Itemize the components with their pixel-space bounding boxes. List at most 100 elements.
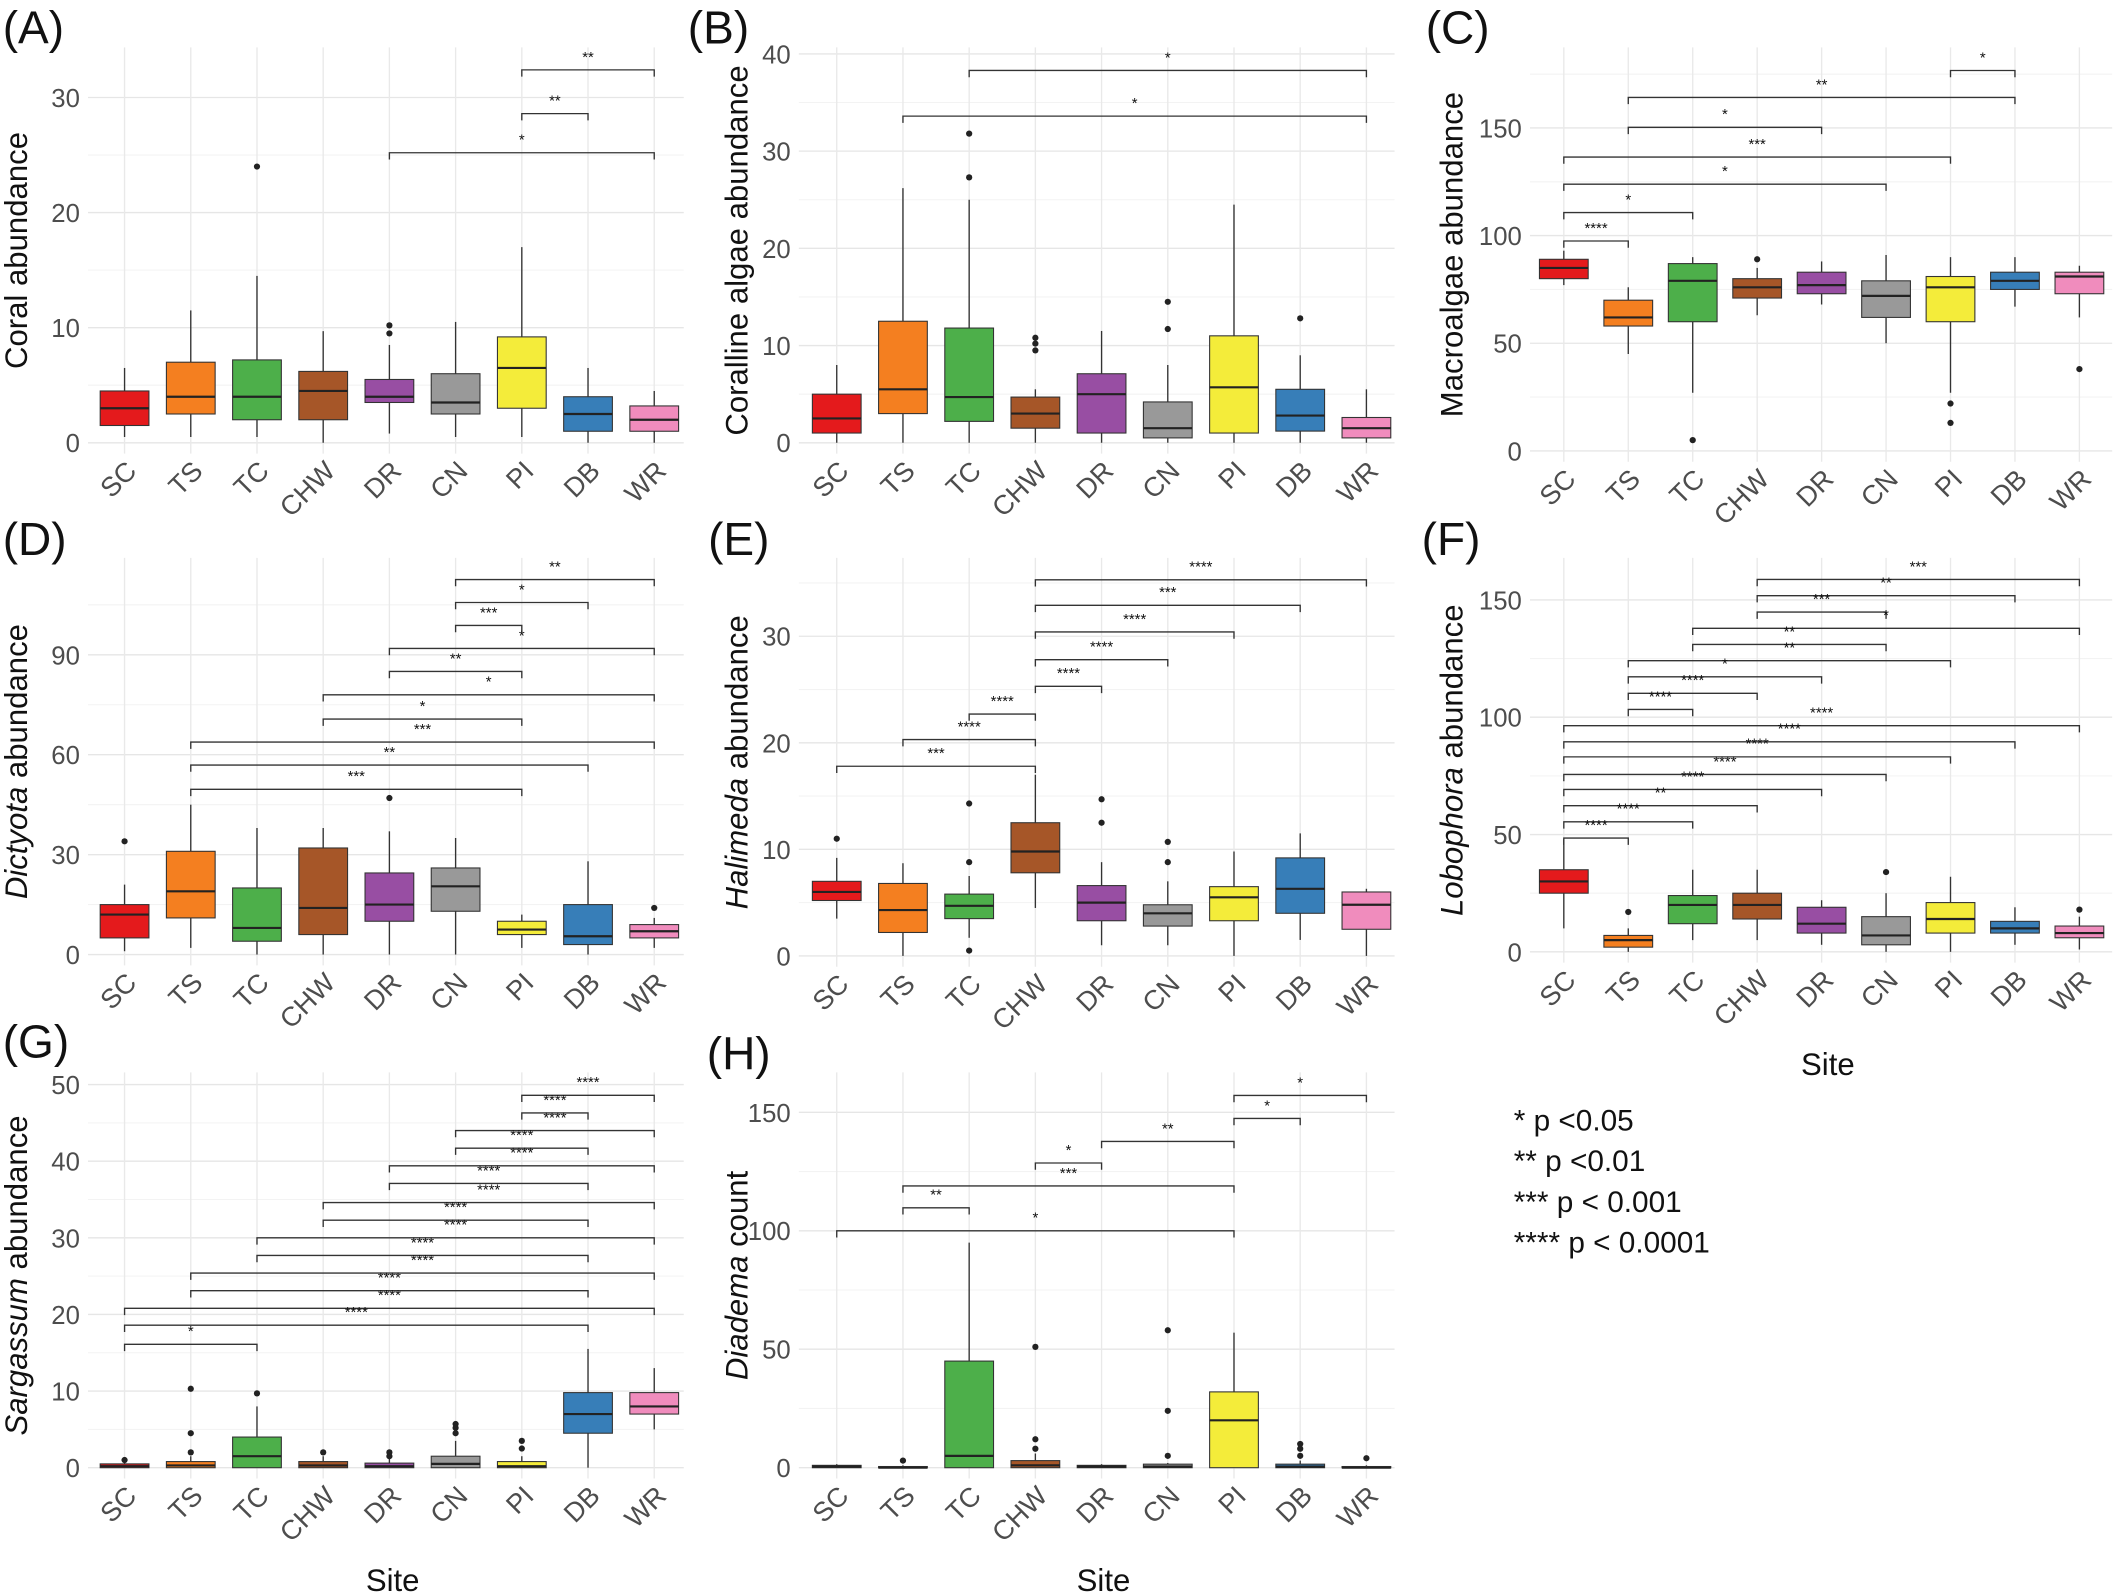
significance-bracket: **** (1627, 689, 1694, 717)
significance-label: **** (1090, 640, 1113, 656)
significance-bracket: * (1233, 1098, 1301, 1126)
outlier-point (651, 904, 658, 912)
significance-label: *** (1748, 137, 1766, 153)
bracket-line (1563, 788, 1823, 797)
significance-bracket: **** (1627, 673, 1758, 701)
box-ts (165, 804, 216, 948)
box-iqr (1142, 904, 1193, 927)
box-dr (364, 322, 415, 434)
box-tc (1667, 869, 1718, 941)
outlier-point (187, 1430, 194, 1437)
box-wr (1341, 888, 1392, 956)
outlier-point (966, 859, 973, 866)
y-axis-title: Lobophora abundance (1434, 604, 1469, 916)
significance-bracket: ** (902, 1188, 970, 1215)
outlier-point (1947, 400, 1954, 407)
box-iqr (1603, 934, 1654, 948)
box-iqr (629, 405, 680, 432)
significance-label: ** (582, 50, 594, 66)
significance-bracket: ** (521, 93, 589, 121)
y-tick-label: 30 (51, 1225, 80, 1253)
y-tick-label: 100 (748, 1218, 791, 1246)
significance-label: * (1297, 1075, 1303, 1091)
box-pi (496, 914, 547, 948)
outlier-point (1098, 796, 1105, 803)
outlier-point (1164, 298, 1171, 305)
bracket-line (322, 1201, 655, 1210)
bracket-line (1627, 676, 1823, 684)
significance-bracket: ** (1756, 576, 2016, 603)
x-tick-label: DB (1269, 455, 1318, 504)
y-tick-label: 60 (51, 742, 80, 770)
box-chw (1732, 869, 1783, 941)
outlier-point (386, 330, 393, 337)
significance-bracket: * (322, 699, 523, 726)
box-iqr (1861, 280, 1911, 318)
significance-bracket: ** (454, 559, 655, 587)
box-wr (629, 1368, 680, 1430)
significance-label: **** (477, 1163, 500, 1179)
bracket-line (388, 670, 523, 679)
x-tick-label: TC (940, 1480, 987, 1527)
x-tick-label: TS (162, 1480, 208, 1526)
x-tick-label: DB (1984, 463, 2033, 512)
significance-label: **** (543, 1110, 566, 1126)
significance-label: * (519, 133, 525, 149)
x-tick-label: CHW (986, 455, 1054, 523)
bracket-line (1627, 126, 1823, 135)
box-wr (1341, 389, 1392, 443)
bracket-line (454, 1147, 589, 1155)
bracket-line (1627, 96, 2016, 105)
significance-label: **** (991, 694, 1014, 710)
box-dr (1076, 330, 1127, 443)
x-tick-label: CHW (986, 968, 1054, 1036)
box-sc (99, 838, 150, 952)
y-axis-title: Diadema count (719, 1170, 754, 1380)
y-axis-title-text: Coralline algae abundance (719, 65, 754, 435)
bracket-line (388, 152, 655, 160)
x-tick-label: WR (2043, 964, 2097, 1018)
bracket-line (190, 788, 523, 797)
significance-bracket: * (454, 582, 589, 610)
box-iqr (496, 920, 547, 936)
bracket-line (902, 1207, 970, 1215)
box-db (563, 367, 613, 443)
outlier-point (187, 1385, 194, 1392)
significance-bracket: **** (1563, 769, 1823, 797)
x-tick-label: TC (940, 455, 987, 502)
significance-label: *** (480, 605, 498, 621)
bracket-line (1034, 631, 1235, 639)
x-tick-label: TS (1600, 463, 1646, 509)
outlier-point (452, 1420, 459, 1428)
box-iqr (1667, 263, 1718, 323)
bracket-line (1563, 773, 1887, 782)
significance-bracket: **** (388, 1163, 589, 1191)
x-tick-label: SC (806, 968, 855, 1017)
significance-bracket: * (1034, 1143, 1103, 1170)
x-tick-label: DR (358, 967, 408, 1017)
x-tick-label: SC (1533, 463, 1582, 512)
x-axis-title: Site (366, 1563, 420, 1595)
box-wr (1341, 1455, 1392, 1469)
significance-bracket: ** (1563, 786, 1758, 813)
x-tick-label: DR (1790, 463, 1840, 513)
bracket-line (1034, 604, 1301, 613)
bracket-line (521, 112, 589, 121)
bracket-line (322, 694, 655, 702)
bracket-line (1034, 659, 1169, 667)
outlier-point (1297, 1452, 1304, 1459)
significance-label: *** (414, 722, 432, 738)
box-iqr (811, 393, 862, 434)
y-tick-label: 0 (776, 943, 790, 971)
significance-label: **** (444, 1200, 467, 1216)
box-sc (811, 364, 862, 443)
box-chw (298, 827, 349, 955)
significance-bracket: *** (1563, 137, 1952, 164)
outlier-point (966, 800, 973, 807)
significance-label: *** (1159, 585, 1177, 601)
x-tick-label: DB (1984, 964, 2033, 1013)
significance-label: ** (384, 745, 396, 761)
y-axis-title-genus: Lobophora (1434, 767, 1469, 916)
significance-bracket: *** (1756, 559, 2081, 587)
